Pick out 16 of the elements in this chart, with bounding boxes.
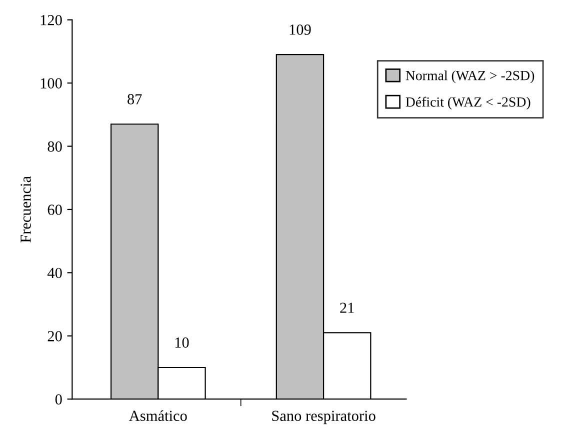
y-tick-label: 100	[40, 78, 62, 88]
data-label: 21	[340, 302, 354, 313]
x-tick-label: Asmático	[129, 410, 187, 421]
x-tick-label: Sano respiratorio	[272, 410, 376, 424]
y-tick-label: 20	[48, 331, 62, 342]
y-tick-label: 0	[55, 394, 62, 405]
y-tick-label: 40	[47, 268, 62, 278]
data-label: 10	[175, 337, 189, 348]
y-axis-title: Frecuencia	[20, 176, 31, 243]
y-tick-label: 60	[48, 204, 62, 215]
y-tick-label: 120	[40, 14, 62, 26]
data-label: 109	[290, 24, 311, 35]
y-tick-label: 80	[48, 141, 62, 152]
legend-label: Normal (WAZ > -2SD)	[406, 70, 534, 84]
data-label: 87	[128, 94, 142, 104]
legend-label: Déficit (WAZ < -2SD)	[406, 96, 530, 110]
